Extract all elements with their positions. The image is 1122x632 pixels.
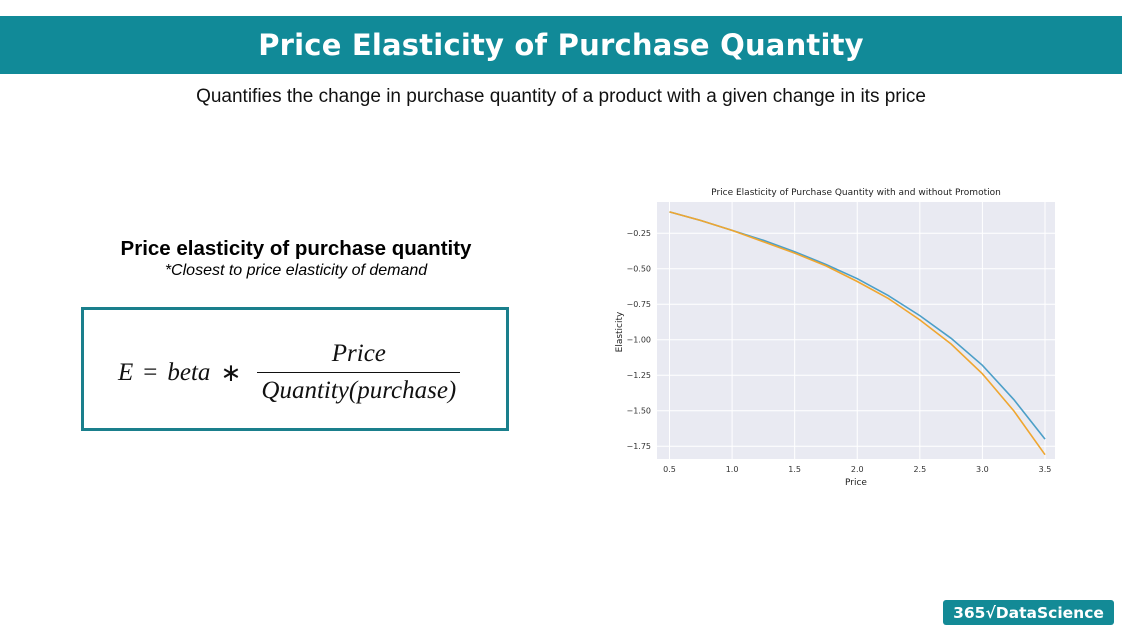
formula-fraction: Price Quantity(purchase)	[257, 340, 461, 405]
title-bar: Price Elasticity of Purchase Quantity	[0, 16, 1122, 74]
y-axis-label: Elasticity	[615, 311, 625, 352]
elasticity-chart: Price Elasticity of Purchase Quantity wi…	[615, 188, 1055, 488]
slide-subtitle: Quantifies the change in purchase quanti…	[196, 86, 926, 107]
formula-equals: =	[143, 358, 158, 386]
x-tick-label: 1.0	[726, 465, 739, 474]
slide-title: Price Elasticity of Purchase Quantity	[258, 28, 864, 62]
formula-numerator: Price	[331, 340, 386, 367]
y-tick-label: −1.00	[626, 336, 651, 345]
y-tick-label: −1.25	[626, 371, 651, 380]
x-axis-label: Price	[845, 478, 867, 488]
formula-box: E = beta ∗ Price Quantity(purchase)	[81, 307, 509, 431]
chart-title: Price Elasticity of Purchase Quantity wi…	[711, 188, 1001, 198]
grid-lines	[657, 202, 1055, 459]
definition-note: *Closest to price elasticity of demand	[164, 262, 428, 279]
x-tick-label: 2.5	[913, 465, 926, 474]
y-tick-label: −0.75	[626, 300, 651, 309]
formula: E = beta ∗ Price Quantity(purchase)	[118, 340, 461, 405]
series-lines	[669, 211, 1046, 456]
y-tick-label: −0.25	[626, 229, 651, 238]
x-tick-label: 3.5	[1039, 465, 1052, 474]
y-tick-label: −0.50	[626, 265, 651, 274]
tick-labels: 0.5 1.0 1.5 2.0 2.5 3.0 3.5 −0.25 −0.50 −0.75 −1.0…	[626, 229, 1051, 474]
y-tick-label: −1.50	[626, 407, 651, 416]
formula-times: ∗	[220, 359, 242, 387]
x-tick-label: 3.0	[976, 465, 989, 474]
definition-heading: Price elasticity of purchase quantity	[120, 237, 472, 260]
plot-area	[657, 202, 1055, 459]
series-line-2	[669, 211, 1046, 456]
formula-beta: beta	[167, 358, 211, 386]
x-tick-label: 0.5	[663, 465, 676, 474]
formula-denominator: Quantity(purchase)	[257, 372, 461, 405]
y-tick-label: −1.75	[626, 442, 651, 451]
brand-logo: 365√DataScience	[943, 600, 1114, 625]
x-tick-label: 2.0	[851, 465, 864, 474]
x-tick-label: 1.5	[788, 465, 801, 474]
formula-lhs: E	[118, 358, 134, 386]
